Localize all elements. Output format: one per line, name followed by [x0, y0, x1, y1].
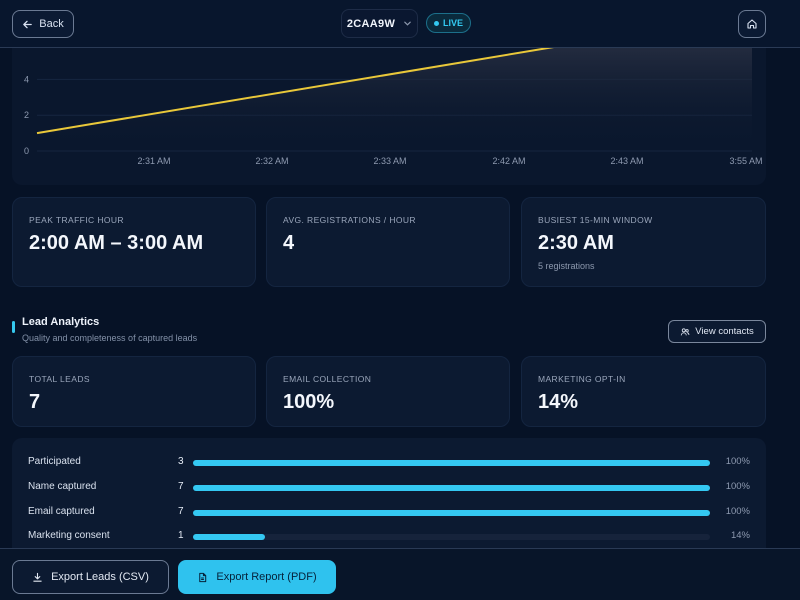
lead-funnel-card: Participated 3 100% Name captured 7 100%… — [12, 438, 766, 550]
funnel-count: 1 — [178, 530, 184, 541]
x-tick-label: 3:55 AM — [729, 156, 762, 166]
stat-value: 100% — [283, 391, 335, 413]
chart-series-line — [36, 41, 585, 135]
x-tick-label: 2:42 AM — [492, 156, 525, 166]
section-accent-bar — [12, 321, 15, 333]
home-icon — [747, 19, 757, 29]
chart-area — [37, 40, 752, 151]
funnel-label: Marketing consent — [28, 530, 110, 541]
funnel-percent: 14% — [730, 530, 750, 541]
email-collection-card: EMAIL COLLECTION 100% — [266, 356, 510, 427]
users-icon — [681, 327, 690, 335]
arrow-left-icon — [23, 20, 33, 28]
funnel-fill — [193, 485, 710, 491]
funnel-label: Participated — [28, 456, 81, 467]
live-label: LIVE — [442, 18, 463, 28]
funnel-row: Participated 3 100% — [12, 456, 766, 470]
session-code-dropdown[interactable]: 2CAA9W — [341, 9, 418, 38]
home-button[interactable] — [738, 10, 766, 38]
funnel-percent: 100% — [725, 506, 750, 517]
funnel-track — [193, 460, 710, 466]
funnel-count: 3 — [178, 456, 184, 467]
avg-registrations-card: AVG. REGISTRATIONS / HOUR 4 — [266, 197, 510, 287]
view-contacts-button[interactable]: View contacts — [668, 320, 766, 343]
marketing-optin-card: MARKETING OPT-IN 14% — [521, 356, 766, 427]
export-csv-button[interactable]: Export Leads (CSV) — [12, 560, 169, 594]
registrations-chart: 0 2 4 2:31 AM 2:32 AM 2:33 AM 2:42 AM 2:43 AM 3… — [24, 40, 763, 166]
document-icon — [199, 572, 207, 582]
funnel-count: 7 — [178, 506, 184, 517]
peak-traffic-card: PEAK TRAFFIC HOUR 2:00 AM – 3:00 AM — [12, 197, 256, 287]
session-code: 2CAA9W — [346, 17, 396, 30]
stat-subtext: 5 registrations — [538, 261, 595, 271]
registrations-chart-card: 0 2 4 2:31 AM 2:32 AM 2:33 AM 2:42 AM 2:43 AM 3… — [12, 40, 766, 185]
busiest-window-card: BUSIEST 15-MIN WINDOW 2:30 AM 5 registra… — [521, 197, 766, 287]
funnel-row: Email captured 7 100% — [12, 506, 766, 520]
funnel-fill — [193, 460, 710, 466]
download-icon — [33, 572, 42, 582]
stat-label: MARKETING OPT-IN — [538, 374, 626, 384]
stat-value: 4 — [283, 232, 295, 254]
stat-label: PEAK TRAFFIC HOUR — [29, 215, 124, 225]
export-pdf-label: Export Report (PDF) — [216, 571, 317, 583]
stat-value: 7 — [29, 391, 41, 413]
funnel-percent: 100% — [725, 456, 750, 467]
funnel-label: Email captured — [28, 506, 95, 517]
top-bar: Back 2CAA9W LIVE — [0, 0, 800, 48]
stat-label: EMAIL COLLECTION — [283, 374, 372, 384]
section-title: Lead Analytics — [22, 316, 100, 328]
y-tick-label: 2 — [24, 110, 29, 120]
back-label: Back — [39, 18, 64, 30]
x-tick-label: 2:43 AM — [610, 156, 643, 166]
stat-label: BUSIEST 15-MIN WINDOW — [538, 215, 653, 225]
y-tick-label: 0 — [24, 146, 29, 156]
funnel-row: Name captured 7 100% — [12, 481, 766, 495]
stat-value: 14% — [538, 391, 579, 413]
funnel-fill — [193, 510, 710, 516]
stat-value: 2:00 AM – 3:00 AM — [29, 232, 204, 254]
section-subtitle: Quality and completeness of captured lea… — [22, 333, 198, 343]
stat-label: AVG. REGISTRATIONS / HOUR — [283, 215, 416, 225]
x-tick-label: 2:32 AM — [255, 156, 288, 166]
funnel-count: 7 — [178, 481, 184, 492]
y-tick-label: 4 — [24, 74, 29, 84]
total-leads-card: TOTAL LEADS 7 — [12, 356, 256, 427]
funnel-fill — [193, 534, 266, 540]
stat-value: 2:30 AM — [538, 232, 614, 254]
x-tick-label: 2:33 AM — [373, 156, 406, 166]
view-contacts-label: View contacts — [695, 326, 754, 337]
export-pdf-button[interactable]: Export Report (PDF) — [178, 560, 336, 594]
export-csv-label: Export Leads (CSV) — [51, 571, 149, 583]
live-status-badge: LIVE — [426, 13, 471, 33]
funnel-label: Name captured — [28, 481, 97, 492]
stat-label: TOTAL LEADS — [29, 374, 90, 384]
chevron-down-icon — [404, 21, 411, 26]
bottom-action-bar: Export Leads (CSV) Export Report (PDF) — [0, 548, 800, 600]
funnel-row: Marketing consent 1 14% — [12, 530, 766, 544]
funnel-track — [193, 534, 710, 540]
funnel-percent: 100% — [725, 481, 750, 492]
funnel-track — [193, 485, 710, 491]
back-button[interactable]: Back — [12, 10, 74, 38]
funnel-track — [193, 510, 710, 516]
x-tick-label: 2:31 AM — [137, 156, 170, 166]
live-dot-icon — [433, 20, 439, 26]
